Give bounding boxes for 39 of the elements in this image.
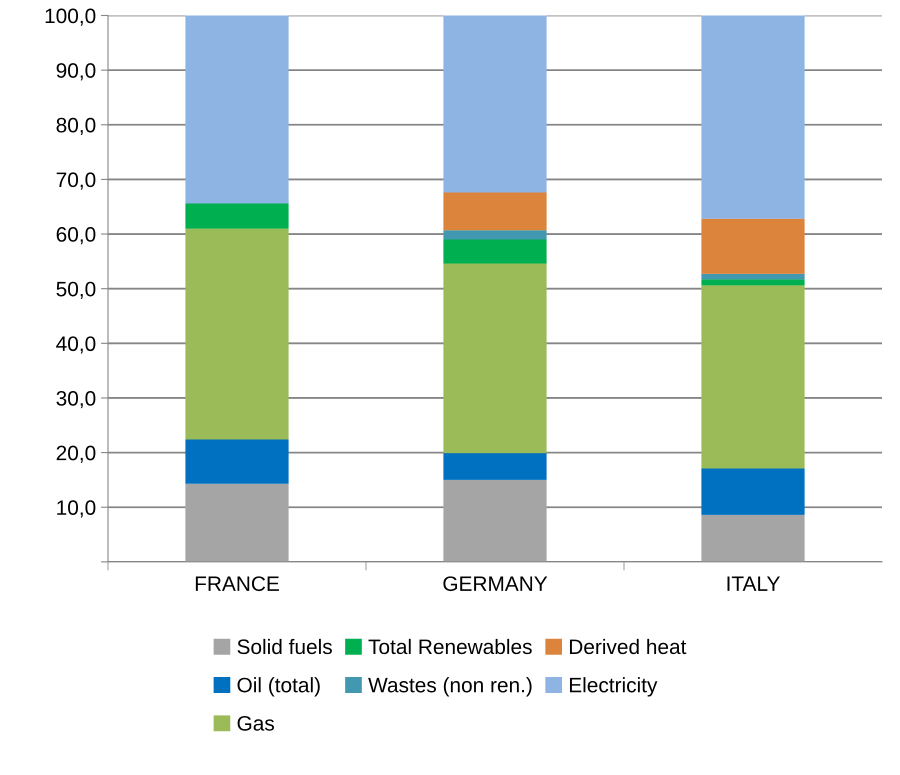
legend-label: Oil (total) [238, 677, 320, 697]
y-tick-label: 90,0 [56, 63, 96, 80]
bar [701, 274, 805, 280]
bar [443, 453, 547, 480]
x-tick-label: ITALY [728, 576, 780, 591]
y-tick-label: 10,0 [57, 500, 96, 518]
bar [443, 230, 547, 240]
bar [443, 16, 547, 193]
x-tick-label: GERMANY [443, 576, 548, 592]
y-tick-label: 100,0 [46, 8, 96, 26]
y-tick-label: 80,0 [56, 118, 96, 135]
legend-label: Electricity [570, 677, 658, 697]
x-tick-label: FRANCE [196, 576, 279, 592]
bar [443, 192, 547, 230]
bar [443, 264, 547, 454]
bar [185, 228, 289, 440]
legend-label: Wastes (non ren.) [368, 677, 532, 697]
bar [185, 16, 289, 204]
bar [185, 484, 289, 562]
y-tick-label: 60,0 [56, 227, 96, 244]
bar [701, 279, 805, 286]
y-tick-label: 70,0 [56, 172, 96, 190]
bar [701, 218, 805, 274]
bar [185, 439, 289, 484]
bar [185, 203, 289, 229]
y-tick-label: 50,0 [56, 282, 96, 299]
legend-label: Derived heat [570, 638, 686, 654]
legend-label: Solid fuels [237, 638, 332, 654]
bar [701, 468, 805, 515]
y-tick-label: 40,0 [56, 336, 96, 354]
legend-label: Gas [238, 716, 274, 731]
y-tick-label: 30,0 [56, 390, 96, 408]
y-tick-label: 20,0 [56, 446, 96, 463]
legend-label: Total Renewables [368, 638, 532, 654]
bar [701, 514, 805, 562]
bar [701, 285, 805, 468]
bar [701, 16, 805, 219]
bar [443, 480, 547, 562]
bar [443, 240, 547, 264]
